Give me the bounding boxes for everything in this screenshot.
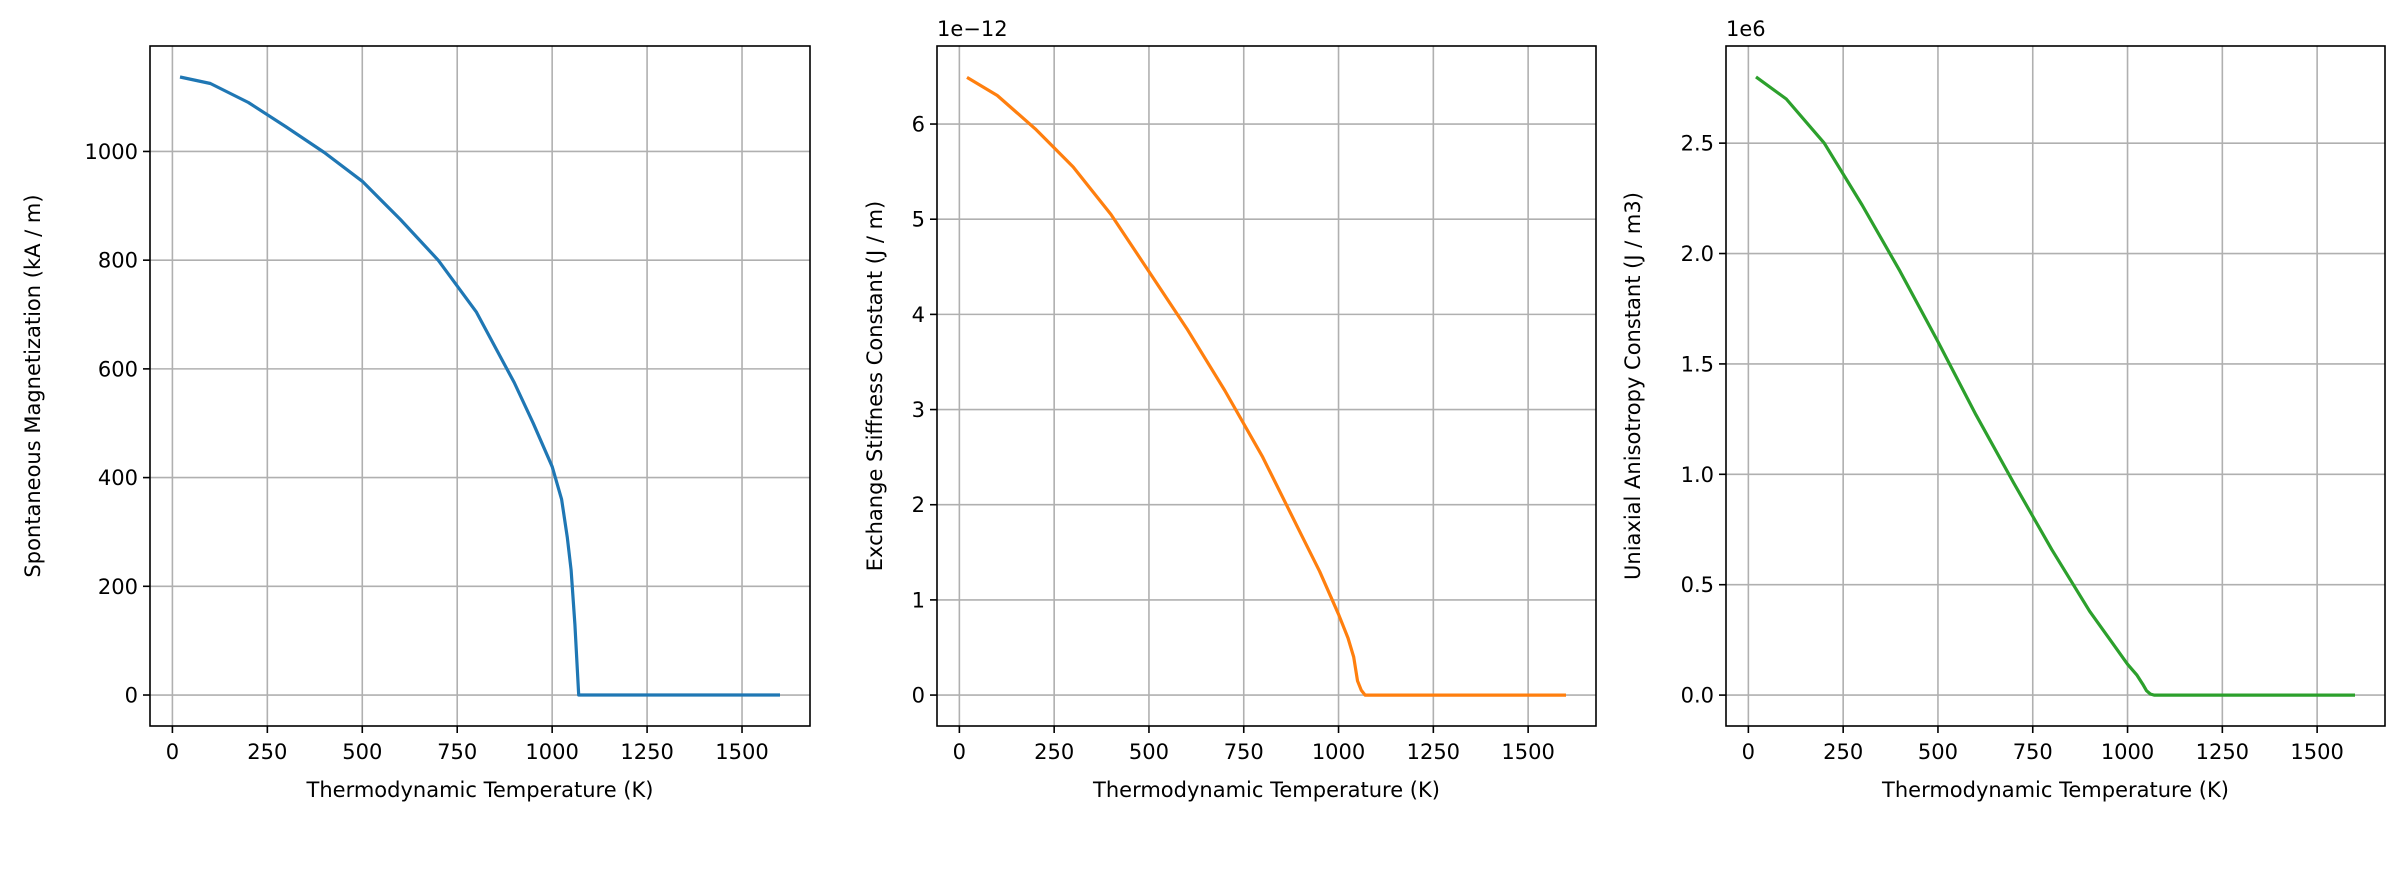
y-tick-label: 800 xyxy=(98,249,138,273)
x-tick-label: 1000 xyxy=(525,740,578,764)
x-tick-label: 750 xyxy=(437,740,477,764)
x-tick-label: 1500 xyxy=(715,740,768,764)
x-tick-label: 500 xyxy=(342,740,382,764)
y-tick-label: 0 xyxy=(912,684,925,708)
y-tick-label: 1.0 xyxy=(1681,463,1714,487)
y-tick-label: 1000 xyxy=(85,140,138,164)
x-tick-label: 1500 xyxy=(1501,740,1554,764)
y-tick-label: 400 xyxy=(98,466,138,490)
x-tick-label: 0 xyxy=(953,740,966,764)
x-axis-label: Thermodynamic Temperature (K) xyxy=(1092,778,1440,802)
x-tick-label: 500 xyxy=(1129,740,1169,764)
y-axis-label: Uniaxial Anisotropy Constant (J / m3) xyxy=(1621,192,1645,580)
x-tick-label: 250 xyxy=(247,740,287,764)
y-tick-label: 3 xyxy=(912,398,925,422)
y-tick-label: 2.5 xyxy=(1681,132,1714,156)
x-tick-label: 1250 xyxy=(620,740,673,764)
x-tick-label: 1500 xyxy=(2290,740,2343,764)
y-axis-label: Spontaneous Magnetization (kA / m) xyxy=(21,194,45,577)
y-tick-label: 0 xyxy=(125,684,138,708)
y-tick-label: 0.0 xyxy=(1681,684,1714,708)
subplot-2: 0 250 500 750 1000 1250 1500 0 1 2 3 4 5 6 Thermodynam… xyxy=(863,17,1597,802)
x-tick-label: 1250 xyxy=(1407,740,1460,764)
data-series-line xyxy=(1755,75,2355,697)
y-tick-label: 600 xyxy=(98,357,138,381)
data-series-line xyxy=(179,75,780,697)
y-tick-label: 5 xyxy=(912,208,925,232)
y-tick-label: 200 xyxy=(98,575,138,599)
y-tick-label: 1.5 xyxy=(1681,352,1714,376)
x-tick-label: 1000 xyxy=(2101,740,2154,764)
x-tick-label: 0 xyxy=(1742,740,1755,764)
x-tick-label: 0 xyxy=(166,740,179,764)
y-tick-label: 1 xyxy=(912,588,925,612)
x-axis-label: Thermodynamic Temperature (K) xyxy=(306,778,654,802)
y-tick-label: 2.0 xyxy=(1681,242,1714,266)
data-series-line xyxy=(966,76,1566,697)
subplot-3: 0 250 500 750 1000 1250 1500 0.0 0.5 1.0 1.5 2.0 2.5… xyxy=(1621,17,2386,802)
x-tick-label: 250 xyxy=(1823,740,1863,764)
y-tick-label: 4 xyxy=(912,303,925,327)
y-tick-label: 6 xyxy=(912,113,925,137)
y-tick-label: 2 xyxy=(912,493,925,517)
x-tick-label: 1000 xyxy=(1312,740,1365,764)
axes-frame xyxy=(149,45,811,727)
y-tick-label: 0.5 xyxy=(1681,573,1714,597)
axes-frame xyxy=(1725,45,2386,727)
y-offset-label: 1e−12 xyxy=(937,17,1008,41)
x-tick-label: 1250 xyxy=(2196,740,2249,764)
axes-frame xyxy=(936,45,1597,727)
x-axis-label: Thermodynamic Temperature (K) xyxy=(1881,778,2229,802)
y-offset-label: 1e6 xyxy=(1726,17,1766,41)
y-axis-label: Exchange Stiffness Constant (J / m) xyxy=(863,201,887,571)
x-tick-label: 250 xyxy=(1034,740,1074,764)
x-tick-label: 750 xyxy=(1224,740,1264,764)
subplot-1: 0 250 500 750 1000 1250 1500 0 200 400 600 800 1000 T… xyxy=(21,45,811,802)
x-tick-label: 750 xyxy=(2013,740,2053,764)
x-tick-label: 500 xyxy=(1918,740,1958,764)
